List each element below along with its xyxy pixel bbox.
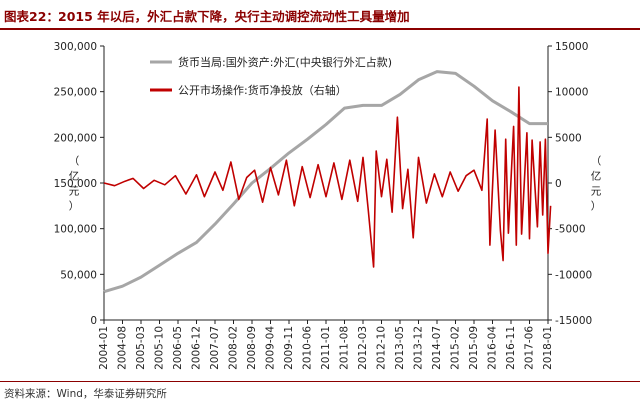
fx-reserve-line — [103, 70, 548, 294]
right-tick-label: 15000 — [555, 41, 588, 53]
x-tick-label: 2011-08 — [339, 326, 351, 370]
x-tick-label: 2017-06 — [524, 326, 536, 370]
right-tick-label: -15000 — [555, 315, 592, 327]
header-rule — [0, 28, 640, 30]
x-tick-label: 2015-09 — [468, 326, 480, 370]
x-tick-label: 2018-01 — [542, 326, 554, 370]
x-tick-label: 2012-03 — [357, 326, 369, 370]
figure-source: 资料来源：Wind，华泰证券研究所 — [4, 388, 167, 400]
left-axis-label: （亿元） — [69, 156, 80, 213]
legend-label-fx: 货币当局:国外资产:外汇(中央银行外汇占款) — [178, 55, 392, 69]
x-tick-label: 2005-10 — [154, 326, 166, 370]
x-tick-label: 2012-10 — [376, 326, 388, 370]
x-tick-label: 2015-02 — [450, 326, 462, 370]
left-tick-label: 200,000 — [54, 132, 97, 144]
figure-title: 2015 年以后，外汇占款下降，央行主动调控流动性工具量增加 — [58, 9, 410, 24]
left-tick-label: 250,000 — [54, 87, 97, 99]
x-tick-label: 2008-09 — [246, 326, 258, 370]
omo-net-injection-line — [103, 86, 552, 268]
x-tick-label: 2004-01 — [98, 326, 110, 370]
right-axis-label: （亿元） — [591, 156, 602, 213]
x-tick-label: 2006-12 — [191, 326, 203, 370]
x-tick-label: 2014-07 — [431, 326, 443, 370]
right-tick-label: -5000 — [555, 224, 586, 236]
x-tick-label: 2016-04 — [487, 326, 499, 370]
x-tick-label: 2005-03 — [135, 326, 147, 370]
x-tick-label: 2013-12 — [413, 326, 425, 370]
x-tick-label: 2004-08 — [117, 326, 129, 370]
figure-label: 图表22： — [4, 9, 59, 24]
right-tick-label: -10000 — [555, 269, 592, 281]
right-tick-label: 10000 — [555, 87, 588, 99]
x-tick-label: 2010-06 — [302, 326, 314, 370]
left-tick-label: 50,000 — [60, 269, 97, 281]
chart-svg: 0 50,000 100,000 150,000 200,000 250,000 300,0… — [54, 41, 602, 370]
left-tick-label: 300,000 — [54, 41, 97, 53]
left-tick-label: 0 — [90, 315, 97, 327]
figure-header: 图表22： 2015 年以后，外汇占款下降，央行主动调控流动性工具量增加 — [0, 0, 640, 30]
left-tick-label: 150,000 — [54, 178, 97, 190]
left-tick-label: 100,000 — [54, 224, 97, 236]
right-tick-label: 5000 — [555, 132, 582, 144]
x-tick-label: 2008-02 — [228, 326, 240, 370]
right-tick-label: 0 — [555, 178, 562, 190]
x-tick-label: 2007-07 — [209, 326, 221, 370]
x-tick-label: 2016-11 — [505, 326, 517, 370]
x-tick-label: 2009-04 — [265, 326, 277, 370]
x-tick-label: 2006-05 — [172, 326, 184, 370]
x-tick-label: 2011-01 — [320, 326, 332, 370]
x-tick-label: 2013-05 — [394, 326, 406, 370]
legend-label-omo: 公开市场操作:货币净投放（右轴） — [178, 83, 347, 97]
x-tick-label: 2009-11 — [283, 326, 295, 370]
footer-rule — [0, 381, 640, 382]
